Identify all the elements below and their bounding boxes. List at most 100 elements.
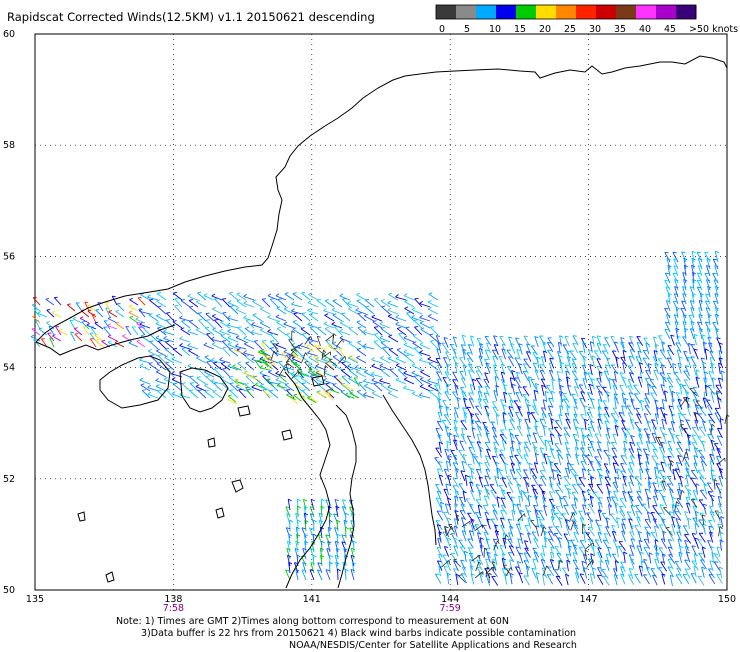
wind-barb-flag [716,484,720,485]
latitude-label: 54 [3,363,15,374]
wind-barb-flag [665,329,669,330]
colorbar-swatch [636,5,657,19]
wind-barb-flag [686,469,690,470]
wind-barb-flag [286,355,290,356]
wind-barb-flag [70,332,73,333]
wind-barb-flag [453,569,457,570]
wind-barb-flag [499,356,503,357]
wind-barb-flag [673,273,677,274]
wind-barb-flag [270,299,274,300]
wind-barb-flag [158,341,162,342]
wind-barb-flag [637,443,641,444]
longitude-label: 141 [303,594,321,605]
wind-barb-flag [565,413,569,414]
wind-barb-flag [437,372,441,373]
wind-barb-flag [612,351,616,352]
wind-barb-flag [430,341,434,342]
wind-barb-flag [286,369,290,370]
wind-barb-flag [523,364,527,365]
colorbar-swatch [556,5,577,19]
wind-barb-flag [689,315,693,316]
wind-barb-flag [437,547,441,548]
wind-barb-flag [667,358,671,359]
wind-barb-flag [508,483,512,484]
wind-barb-flag [510,420,514,421]
wind-barb-flag [262,299,266,300]
wind-barb-flag [92,314,95,315]
wind-barb-flag [620,385,624,386]
wind-barb-flag [637,414,641,415]
wind-barb-flag [501,525,505,526]
wind-barb [313,520,314,531]
wind-barb-flag [198,320,202,321]
wind-barb-flag [532,442,536,443]
wind-barb-flag [326,341,330,342]
colorbar-tick-label: 40 [639,24,651,35]
wind-barb-flag [459,497,463,498]
wind-barb-flag [502,478,506,479]
colorbar-tick-label: 10 [489,24,501,35]
wind-barb-flag [605,527,609,528]
wind-barb-flag [611,336,615,337]
wind-barb-flag [644,547,648,548]
wind-barb-flag [534,539,538,540]
wind-barb-flag [524,560,528,561]
wind-barb-flag [590,461,594,462]
colorbar-tick-label: 35 [614,24,626,35]
colorbar-swatch [596,5,617,19]
colorbar-tick-label: 20 [539,24,551,35]
colorbar-swatch [656,5,677,19]
wind-barb-flag [564,534,568,535]
wind-barb-flag [445,372,449,373]
colorbar-tick-label: >50 knots [689,24,738,35]
wind-barb-flag [653,449,657,450]
wind-barb-flag [659,525,663,526]
wind-barb-flag [85,302,88,303]
wind-barb-flag [580,574,584,575]
wind-barb-flag [541,379,545,380]
wind-barb-flag [166,313,170,314]
wind-barb-flag [587,393,591,394]
wind-barb-flag [206,320,210,321]
latitude-label: 56 [3,251,15,262]
wind-barb [345,513,346,524]
wind-barb-flag [302,334,306,335]
wind-barb-flag [628,575,632,576]
wind-barb-flag [668,559,672,560]
wind-barb-flag [476,371,480,372]
wind-barb-flag [697,252,701,253]
wind-barb-flag [597,366,601,367]
colorbar-swatch [496,5,517,19]
wind-barb-flag [564,505,568,506]
latitude-label: 60 [3,29,15,40]
wind-barb-flag [35,320,38,321]
wind-barb-flag [547,456,551,457]
colorbar-tick-label: 45 [664,24,676,35]
wind-barb-flag [374,299,378,300]
wind-barb-flag [414,348,418,349]
colorbar-swatch [476,5,497,19]
wind-barb-flag [214,320,218,321]
time-label: 7:59 [440,603,461,614]
wind-barb-flag [262,341,266,342]
wind-barb-flag [138,297,141,298]
wind-barb-flag [430,327,434,328]
wind-barb-flag [374,334,378,335]
wind-barb-flag [47,309,50,310]
wind-barb-flag [31,335,34,337]
wind-barb-flag [691,344,695,345]
wind-barb-flag [612,448,616,449]
wind-barb-flag [374,327,378,328]
wind-barb-flag [531,379,535,380]
wind-barb-flag [106,308,109,309]
wind-barb-flag [286,390,290,391]
wind-barb-flag [612,497,616,498]
longitude-label: 150 [718,594,736,605]
colorbar-tick-label: 5 [464,24,470,35]
wind-barb-flag [573,336,577,337]
wind-barb-flag [50,338,53,339]
wind-barb-flag [669,429,673,430]
wind-barb-flag [603,344,607,345]
